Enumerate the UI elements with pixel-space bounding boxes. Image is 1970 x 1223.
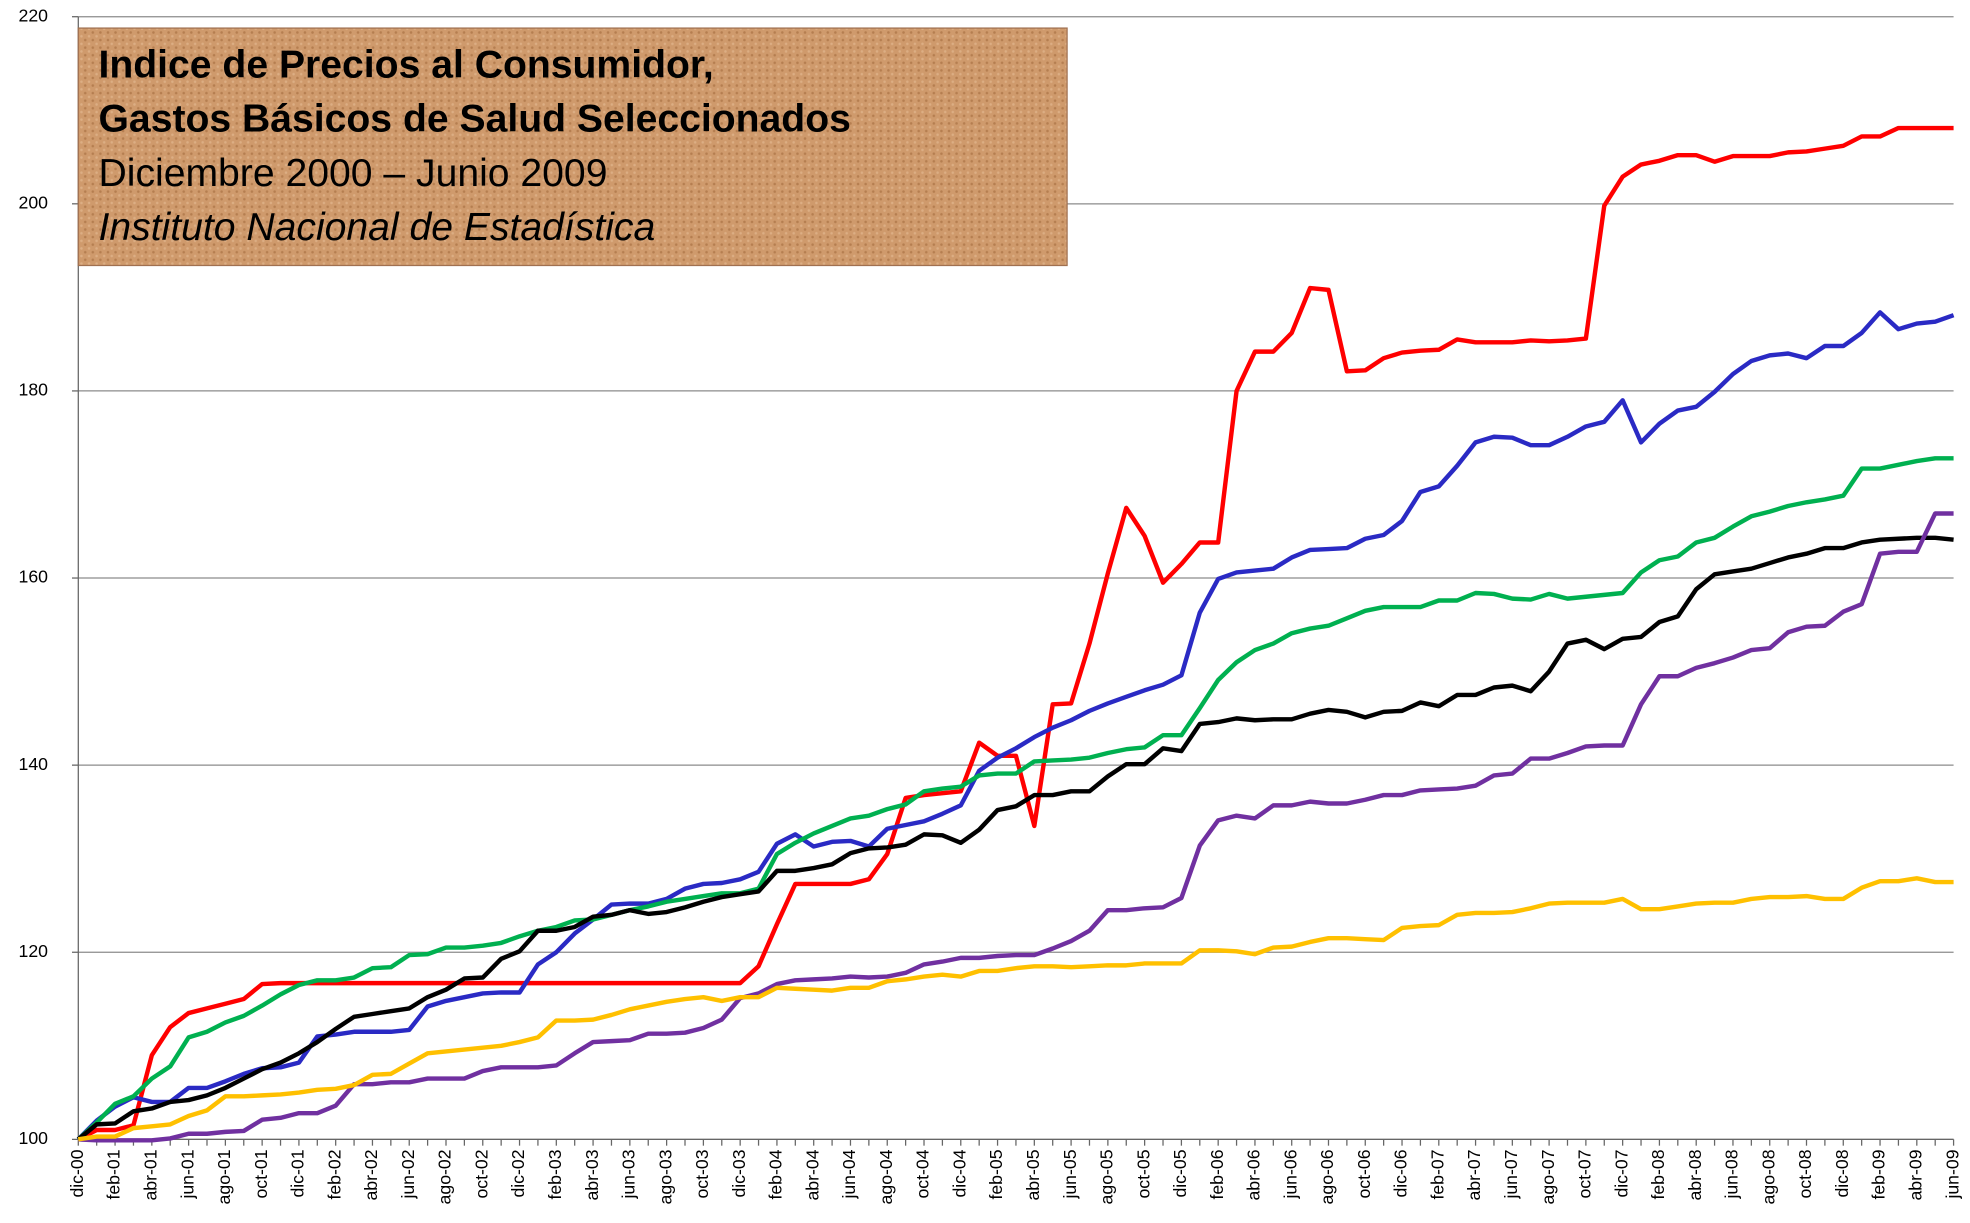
x-tick-label: abr-02 [361,1149,381,1200]
x-tick-label: oct-05 [1133,1149,1153,1198]
title-background [77,27,1068,267]
x-tick-label: oct-02 [471,1149,491,1198]
y-tick-label: 220 [19,5,49,25]
title-box: Indice de Precios al Consumidor, Gastos … [77,27,1068,267]
x-tick-label: ago-04 [876,1149,896,1204]
x-tick-label: oct-04 [913,1149,933,1198]
x-tick-label: abr-04 [802,1149,822,1200]
x-tick-label: abr-03 [582,1149,602,1200]
series-line [76,310,1955,1141]
x-tick-label: feb-06 [1207,1149,1227,1199]
x-tick-label: feb-05 [986,1149,1006,1199]
x-tick-label: abr-07 [1464,1149,1484,1200]
x-tick-label: jun-06 [1280,1149,1300,1199]
x-tick-label: feb-09 [1869,1149,1889,1199]
x-tick-label: dic-01 [288,1149,308,1197]
chart-subtitle: Diciembre 2000 – Junio 2009 [99,152,608,195]
x-tick-label: ago-07 [1538,1149,1558,1204]
x-tick-label: ago-02 [435,1149,455,1204]
y-tick-label: 100 [19,1128,49,1148]
series-line [76,456,1954,1141]
x-tick-label: ago-05 [1097,1149,1117,1204]
x-tick-label: feb-07 [1427,1149,1447,1199]
x-tick-label: oct-06 [1354,1149,1374,1198]
y-tick-label: 200 [19,192,49,212]
x-tick-label: dic-06 [1391,1149,1411,1197]
x-tick-label: abr-08 [1685,1149,1705,1200]
x-tick-label: dic-04 [949,1149,969,1197]
x-tick-label: dic-02 [508,1149,528,1197]
x-tick-label: oct-01 [251,1149,271,1198]
x-tick-label: jun-09 [1942,1149,1962,1199]
series-line [78,511,1954,1143]
x-tick-label: jun-07 [1501,1149,1521,1199]
y-tick-label: 120 [19,941,49,961]
x-tick-label: abr-01 [141,1149,161,1200]
x-tick-label: feb-08 [1648,1149,1668,1199]
x-tick-label: jun-03 [619,1149,639,1199]
y-tick-label: 160 [19,567,49,587]
x-tick-label: feb-03 [545,1149,565,1199]
y-tick-label: 140 [19,754,49,774]
x-tick-label: abr-06 [1244,1149,1264,1200]
x-tick-label: ago-06 [1317,1149,1337,1204]
series-line [77,876,1954,1142]
x-tick-label: ago-01 [214,1149,234,1204]
x-tick-label: dic-05 [1170,1149,1190,1197]
chart-title: Indice de Precios al Consumidor, [99,43,714,86]
grid: 100 120 140 160 180 200 220 dic-00 feb-01 abr-01 j… [19,5,1963,1204]
x-tick-label: feb-02 [324,1149,344,1199]
x-tick-label: dic-03 [729,1149,749,1197]
x-tick-label: jun-05 [1060,1149,1080,1199]
x-tick-label: ago-03 [655,1149,675,1204]
x-tick-label: oct-03 [692,1149,712,1198]
x-tick-label: jun-08 [1722,1149,1742,1199]
x-tick-label: feb-01 [104,1149,124,1199]
x-tick-label: dic-08 [1832,1149,1852,1197]
x-tick-label: dic-00 [67,1149,87,1197]
x-tick-label: abr-05 [1023,1149,1043,1200]
x-tick-label: oct-08 [1795,1149,1815,1198]
x-tick-label: feb-04 [766,1149,786,1199]
x-tick-label: abr-09 [1905,1149,1925,1200]
chart-title: Gastos Básicos de Salud Seleccionados [99,98,851,141]
y-tick-label: 180 [19,380,49,400]
x-tick-label: jun-01 [177,1149,197,1199]
x-tick-label: jun-04 [839,1149,859,1199]
x-tick-label: oct-07 [1575,1149,1595,1198]
lines [76,125,1955,1143]
x-tick-label: jun-02 [398,1149,418,1199]
chart-source: Instituto Nacional de Estadística [99,206,656,249]
series-line [77,125,1954,1142]
x-tick-label: dic-07 [1611,1149,1631,1197]
series-line [76,535,1954,1142]
x-tick-label: ago-08 [1758,1149,1778,1204]
